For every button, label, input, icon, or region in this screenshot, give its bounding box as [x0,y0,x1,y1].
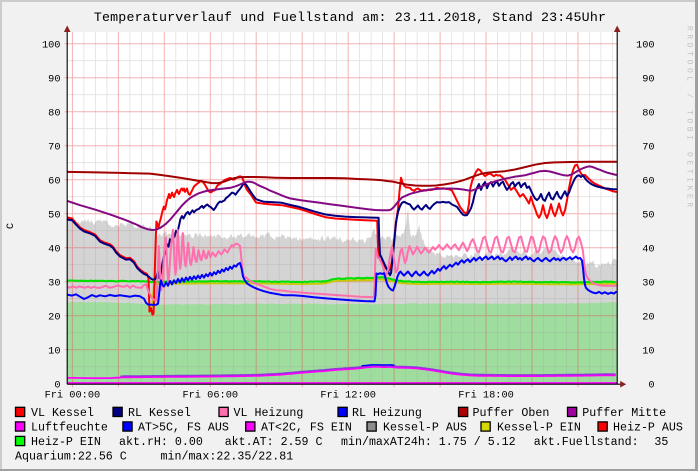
svg-text:AT<2C, FS EIN: AT<2C, FS EIN [261,422,352,435]
svg-text:20: 20 [48,312,60,324]
svg-text:10: 10 [642,346,654,358]
svg-text:Fri 12:00: Fri 12:00 [320,390,376,402]
svg-text:Aquarium:22.56 C: Aquarium:22.56 C [15,450,127,463]
svg-text:40: 40 [642,244,654,256]
svg-text:80: 80 [642,108,654,120]
svg-text:100: 100 [42,40,61,52]
svg-text:60: 60 [642,176,654,188]
svg-text:VL Heizung: VL Heizung [234,407,304,420]
svg-text:90: 90 [48,74,60,86]
svg-text:20: 20 [642,312,654,324]
svg-text:30: 30 [642,278,654,290]
svg-text:Puffer Oben: Puffer Oben [473,407,550,420]
svg-text:Fri 00:00: Fri 00:00 [45,390,101,402]
svg-text:50: 50 [642,210,654,222]
svg-text:0: 0 [54,380,60,392]
svg-text:Luftfeuchte: Luftfeuchte [31,422,108,435]
svg-text:10: 10 [48,346,60,358]
svg-text:90: 90 [642,74,654,86]
svg-text:70: 70 [48,142,60,154]
svg-text:AT>5C, FS AUS: AT>5C, FS AUS [138,422,229,435]
svg-text:40: 40 [48,244,60,256]
svg-text:60: 60 [48,176,60,188]
svg-text:C: C [5,223,17,229]
svg-text:akt.AT: 2.59 C: akt.AT: 2.59 C [225,436,323,449]
svg-text:VL Kessel: VL Kessel [31,407,94,420]
svg-text:RL Kessel: RL Kessel [128,407,191,420]
svg-text:akt.Fuellstand:: akt.Fuellstand: [534,436,639,449]
svg-text:Temperaturverlauf und Fuellsta: Temperaturverlauf und Fuellstand am: 23.… [94,10,606,25]
svg-text:Heiz-P EIN: Heiz-P EIN [31,436,101,449]
svg-text:RL Heizung: RL Heizung [352,407,422,420]
svg-text:100: 100 [636,40,655,52]
svg-text:Puffer Mitte: Puffer Mitte [582,407,666,420]
svg-text:Fri 06:00: Fri 06:00 [182,390,238,402]
svg-text:30: 30 [48,278,60,290]
svg-text:Kessel-P AUS: Kessel-P AUS [383,422,467,435]
svg-text:RRDTOOL / TOBI OETIKER: RRDTOOL / TOBI OETIKER [685,26,694,211]
svg-text:akt.rH: 0.00: akt.rH: 0.00 [119,436,203,449]
svg-text:Fri 18:00: Fri 18:00 [458,390,514,402]
svg-text:Kessel-P EIN: Kessel-P EIN [497,422,581,435]
svg-text:50: 50 [48,210,60,222]
svg-text:80: 80 [48,108,60,120]
svg-text:0: 0 [648,380,654,392]
svg-text:min/max:22.35/22.81: min/max:22.35/22.81 [161,450,294,463]
svg-text:35: 35 [654,436,668,449]
svg-text:70: 70 [642,142,654,154]
svg-text:min/maxAT24h: 1.75 / 5.12: min/maxAT24h: 1.75 / 5.12 [341,436,516,449]
svg-text:Heiz-P AUS: Heiz-P AUS [613,422,683,435]
